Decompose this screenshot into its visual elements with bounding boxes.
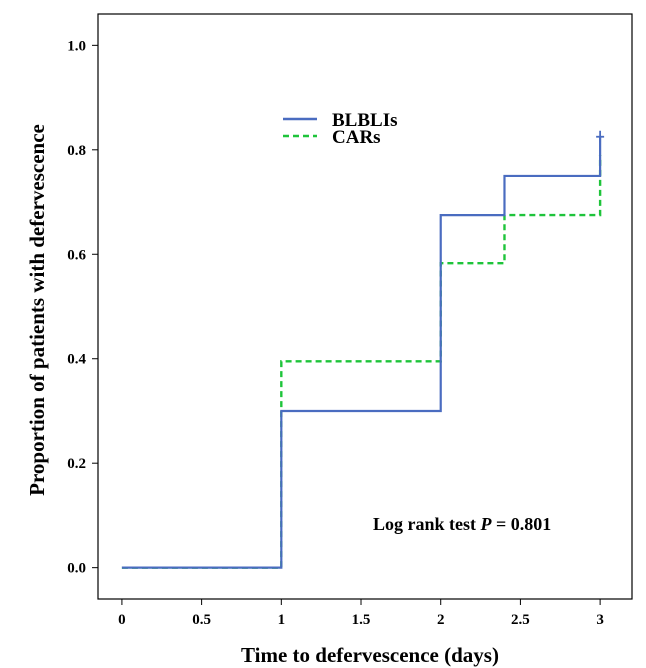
- x-tick-label: 0: [118, 612, 126, 628]
- y-tick-label: 0.6: [67, 247, 86, 263]
- y-tick-label: 1.0: [67, 38, 86, 54]
- x-tick-label: 1.5: [352, 612, 371, 628]
- logrank-annotation: Log rank test P = 0.801: [373, 514, 551, 534]
- x-tick-label: 1: [278, 612, 286, 628]
- legend-label-blblis: BLBLIs: [332, 110, 397, 131]
- series-layer: [121, 130, 605, 569]
- y-axis-title: Proportion of patients with defervescenc…: [25, 124, 49, 496]
- x-tick-label: 2.5: [511, 612, 530, 628]
- plot-frame: [97, 13, 633, 600]
- x-axis-title: Time to defervescence (days): [241, 643, 499, 667]
- series-line-cars: [121, 155, 602, 569]
- x-tick-label: 0.5: [192, 612, 211, 628]
- y-tick-label: 0.4: [67, 352, 86, 368]
- y-tick-label: 0.0: [67, 561, 86, 577]
- axis-ticks: 0 0.5 1 1.5 2 2.5 3 0.0 0.2 0.4 0.6 0.8 1.0: [67, 38, 604, 628]
- series-line-blblis: [121, 136, 602, 569]
- y-tick-label: 0.2: [67, 456, 86, 472]
- x-tick-label: 3: [596, 612, 604, 628]
- legend-label-cars: CARs: [332, 127, 381, 148]
- y-tick-label: 0.8: [67, 143, 86, 159]
- legend: BLBLIs CARs: [283, 110, 397, 148]
- x-tick-label: 2: [437, 612, 445, 628]
